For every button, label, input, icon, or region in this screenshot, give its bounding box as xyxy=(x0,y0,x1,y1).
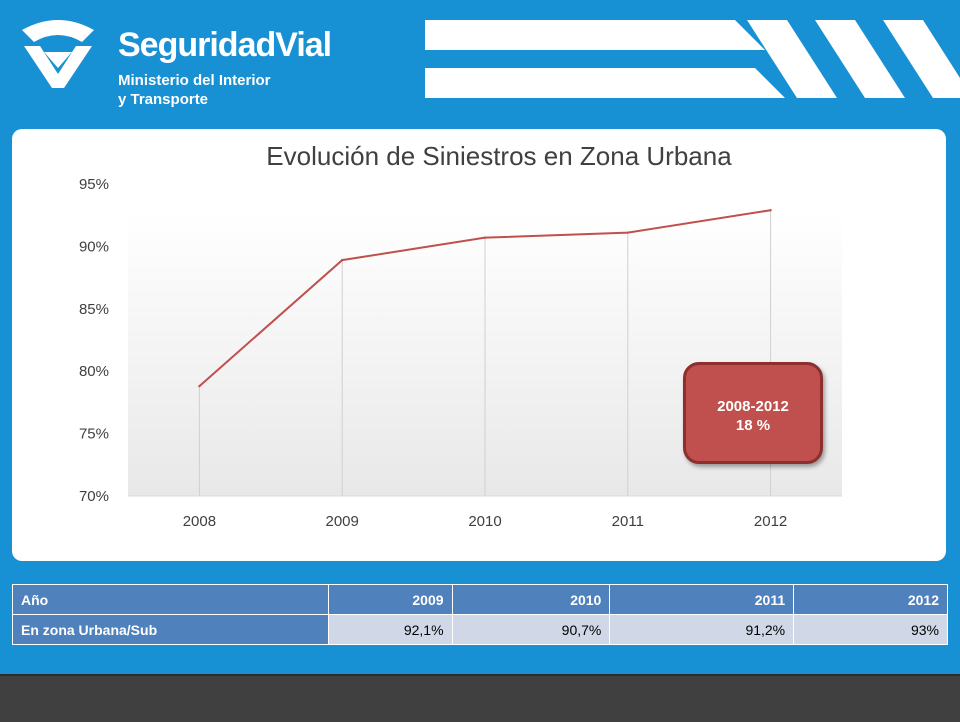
table-cell: 90,7% xyxy=(451,614,611,645)
line-chart: 70% 75% 80% 85% 90% 95% 2008 2009 2010 2011 2012 xyxy=(79,176,842,530)
change-callout: 2008-2012 18 % xyxy=(683,362,823,464)
x-tick-label: 2008 xyxy=(183,513,216,530)
y-tick-label: 80% xyxy=(79,363,109,380)
table-row: En zona Urbana/Sub 92,1% 90,7% 91,2% 93% xyxy=(12,614,948,645)
x-tick-label: 2010 xyxy=(468,513,501,530)
data-point xyxy=(769,209,772,212)
table-header-row: Año 2009 2010 2011 2012 xyxy=(12,584,948,615)
decorative-stripes xyxy=(425,20,960,98)
table-cell: 92,1% xyxy=(327,614,453,645)
header: SeguridadVial Ministerio del Interior y … xyxy=(0,0,960,118)
brand-subtitle-line2: y Transporte xyxy=(118,91,209,108)
table-cell: 91,2% xyxy=(609,614,795,645)
data-point xyxy=(626,231,629,234)
brand-name-part1: Seguridad xyxy=(118,26,276,64)
data-table: Año 2009 2010 2011 2012 En zona Urbana/S… xyxy=(12,584,948,645)
footer-bar xyxy=(0,674,960,722)
brand-subtitle-line1: Ministerio del Interior xyxy=(118,72,271,89)
y-tick-label: 95% xyxy=(79,176,109,193)
table-header-cell: Año xyxy=(12,584,329,615)
data-point xyxy=(483,236,487,239)
x-tick-label: 2012 xyxy=(754,513,787,530)
data-point xyxy=(341,258,344,262)
x-tick-label: 2011 xyxy=(612,513,644,530)
seguridad-vial-logo: SeguridadVial Ministerio del Interior y … xyxy=(18,12,332,108)
table-row-label: En zona Urbana/Sub xyxy=(12,614,329,645)
brand-name-part2: Vial xyxy=(275,26,332,64)
brand-title: SeguridadVial xyxy=(118,26,332,65)
logo-icon xyxy=(22,20,94,88)
table-header-cell: 2012 xyxy=(793,584,948,615)
y-tick-label: 90% xyxy=(79,238,109,255)
table-header-cell: 2009 xyxy=(327,584,453,615)
table-cell: 93% xyxy=(793,614,948,645)
callout-value: 18 % xyxy=(735,417,771,434)
y-tick-label: 75% xyxy=(79,426,109,443)
chart-title: Evolución de Siniestros en Zona Urbana xyxy=(266,141,732,171)
x-tick-label: 2009 xyxy=(326,513,359,530)
chart-panel: Evolución de Siniestros en Zona Urbana 7… xyxy=(12,129,946,561)
table-header-cell: 2010 xyxy=(451,584,611,615)
y-tick-label: 85% xyxy=(79,301,109,318)
data-point xyxy=(198,384,201,388)
callout-period: 2008-2012 xyxy=(717,398,789,415)
table-header-cell: 2011 xyxy=(609,584,795,615)
y-tick-label: 70% xyxy=(79,488,109,505)
